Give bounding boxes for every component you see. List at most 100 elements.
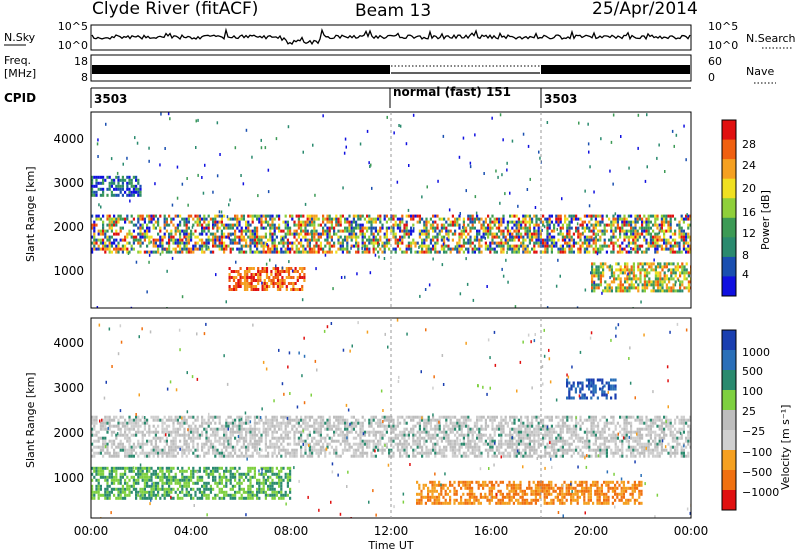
power-cell <box>263 267 266 270</box>
power-cell <box>685 271 688 275</box>
velocity-cell <box>407 442 410 446</box>
power-cell <box>154 182 156 186</box>
power-cell <box>304 247 307 251</box>
power-cell <box>183 217 186 221</box>
power-cell <box>121 226 124 230</box>
power-cell <box>526 188 529 191</box>
power-cell <box>293 250 296 254</box>
power-cell <box>667 247 670 251</box>
power-cell <box>612 247 615 251</box>
power-cell <box>451 247 454 251</box>
velocity-cell <box>434 424 437 428</box>
power-cell <box>451 232 454 236</box>
velocity-cell <box>388 418 391 422</box>
velocity-cell <box>293 448 296 452</box>
velocity-cell <box>196 418 199 422</box>
power-cell <box>185 217 188 221</box>
velocity-cell <box>434 436 437 440</box>
velocity-cell <box>344 424 347 428</box>
power-cell <box>152 244 155 248</box>
velocity-cell <box>293 433 296 437</box>
power-cell <box>623 220 626 224</box>
velocity-cell <box>293 454 296 458</box>
velocity-cell <box>451 451 454 455</box>
power-cell <box>502 244 505 248</box>
power-cell <box>223 235 226 239</box>
power-cell <box>674 274 677 278</box>
power-cell <box>412 223 415 227</box>
power-cell <box>687 214 690 218</box>
power-cell <box>256 241 259 245</box>
power-cell <box>678 226 681 230</box>
power-cell <box>659 280 662 284</box>
power-cell <box>602 271 605 275</box>
power-cell <box>245 229 248 233</box>
velocity-cell <box>273 448 276 452</box>
power-cell <box>471 250 474 254</box>
power-cell <box>473 217 476 221</box>
velocity-cell <box>348 448 351 452</box>
velocity-cell <box>368 439 371 443</box>
power-cell <box>663 220 666 224</box>
velocity-cell <box>548 415 551 419</box>
power-cell <box>146 229 149 233</box>
velocity-cell <box>150 439 153 443</box>
velocity-cell <box>520 427 523 431</box>
power-cell <box>253 241 256 245</box>
power-cell <box>606 286 609 290</box>
power-cell <box>456 217 459 221</box>
power-cell <box>636 229 639 233</box>
velocity-cell <box>522 442 525 446</box>
power-cell <box>379 235 382 239</box>
velocity-cell <box>480 418 483 422</box>
power-cell <box>115 220 118 224</box>
power-cell <box>214 223 217 227</box>
power-cell <box>326 217 329 221</box>
power-cell <box>168 244 171 248</box>
velocity-cell <box>366 430 369 434</box>
velocity-cell <box>473 430 476 434</box>
power-cell <box>548 214 551 218</box>
velocity-cell <box>383 427 386 431</box>
power-cell <box>283 270 286 273</box>
velocity-cell <box>157 436 160 440</box>
power-cell <box>295 250 298 254</box>
power-cell <box>235 260 237 264</box>
power-cell <box>398 124 400 127</box>
velocity-cell <box>308 454 311 458</box>
velocity-cell <box>506 433 509 437</box>
velocity-cell <box>161 451 164 455</box>
power-cell <box>139 229 142 233</box>
velocity-cell <box>533 433 536 437</box>
power-cell <box>128 229 131 233</box>
velocity-cell <box>544 415 547 419</box>
velocity-cell <box>157 418 160 422</box>
velocity-cell <box>361 442 364 446</box>
power-cell <box>568 220 571 224</box>
power-cell <box>407 214 410 218</box>
velocity-cell <box>141 436 144 440</box>
velocity-cell <box>498 421 501 425</box>
power-cell <box>392 226 395 230</box>
velocity-cell <box>363 430 366 434</box>
power-cell <box>357 244 360 248</box>
velocity-cell <box>456 442 459 446</box>
power-cell <box>214 220 217 224</box>
velocity-cell <box>447 424 450 428</box>
velocity-cell <box>473 451 476 455</box>
power-cell <box>282 241 285 245</box>
power-cell <box>619 217 622 221</box>
power-cell <box>473 235 476 239</box>
power-cell <box>500 247 503 251</box>
velocity-cell <box>291 424 294 428</box>
power-cell <box>663 238 666 242</box>
power-cell <box>279 288 282 291</box>
power-cell <box>667 223 670 227</box>
velocity-cell <box>537 436 540 440</box>
velocity-cell <box>524 433 527 437</box>
power-cell <box>483 172 485 175</box>
power-cell <box>137 217 140 221</box>
velocity-cell <box>214 445 217 449</box>
power-cell <box>564 238 567 242</box>
power-cell <box>262 241 265 245</box>
